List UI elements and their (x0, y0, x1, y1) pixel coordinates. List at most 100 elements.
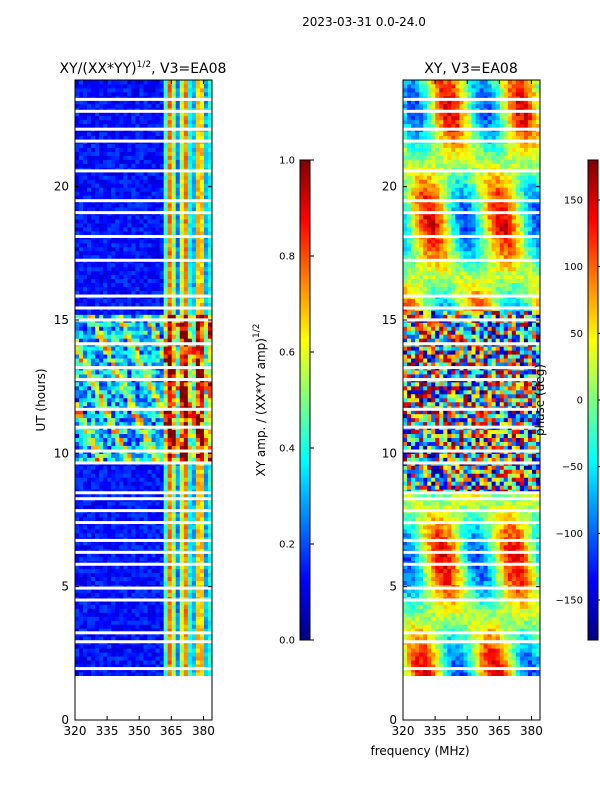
amplitude-heatmap-cell (123, 528, 128, 534)
amplitude-heatmap-cell (139, 624, 144, 629)
amplitude-heatmap-cell (159, 389, 165, 395)
amplitude-heatmap-cell (151, 568, 156, 574)
amplitude-heatmap-cell (147, 155, 152, 160)
amplitude-heatmap-cell (167, 302, 173, 307)
amplitude-heatmap-cell (195, 656, 201, 661)
amplitude-heatmap-cell (159, 624, 165, 629)
amplitude-heatmap-cell (87, 600, 92, 605)
amplitude-heatmap-cell (143, 477, 148, 482)
amplitude-heatmap-cell (139, 215, 144, 220)
amplitude-heatmap-cell (155, 397, 161, 403)
amplitude-heatmap-cell (139, 485, 144, 490)
amplitude-heatmap-cell (87, 310, 92, 315)
amplitude-heatmap-cell (151, 143, 156, 148)
amplitude-heatmap-cell (147, 183, 152, 188)
amplitude-heatmap-cell (171, 624, 177, 629)
amplitude-heatmap-cell (167, 187, 173, 192)
amplitude-heatmap-cell (183, 401, 189, 407)
amplitude-heatmap-cell (111, 421, 116, 427)
amplitude-heatmap-cell (179, 381, 185, 387)
amplitude-heatmap-cell (75, 481, 80, 486)
amplitude-heatmap-cell (87, 119, 92, 125)
amplitude-heatmap-cell (183, 469, 189, 474)
amplitude-heatmap-cell (203, 528, 209, 534)
amplitude-heatmap-cell (75, 413, 80, 419)
amplitude-heatmap-cell (199, 628, 205, 633)
amplitude-heatmap-cell (75, 445, 80, 450)
amplitude-heatmap-cell (119, 628, 124, 633)
amplitude-heatmap-cell (135, 302, 140, 307)
amplitude-heatmap-cell (195, 119, 201, 125)
amplitude-heatmap-cell (143, 310, 148, 315)
amplitude-heatmap-cell (175, 322, 181, 327)
amplitude-heatmap-cell (207, 298, 212, 303)
amplitude-heatmap-cell (123, 501, 128, 506)
amplitude-heatmap-cell (179, 409, 185, 415)
amplitude-heatmap-cell (159, 262, 165, 268)
amplitude-heatmap-cell (131, 664, 136, 669)
amplitude-heatmap-cell (123, 525, 128, 530)
amplitude-heatmap-cell (207, 286, 212, 291)
amplitude-heatmap-cell (139, 381, 144, 387)
amplitude-heatmap-cell (175, 330, 181, 335)
amplitude-heatmap-cell (103, 664, 108, 669)
amplitude-heatmap-cell (99, 576, 104, 582)
amplitude-heatmap-cell (127, 322, 132, 327)
amplitude-heatmap-cell (195, 370, 201, 375)
amplitude-heatmap-cell (87, 389, 92, 395)
amplitude-heatmap-cell (167, 278, 173, 284)
amplitude-heatmap-cell (207, 393, 212, 399)
amplitude-heatmap-cell (147, 664, 152, 669)
amplitude-heatmap-cell (131, 131, 136, 137)
amplitude-heatmap-cell (131, 580, 136, 586)
amplitude-heatmap-cell (179, 481, 185, 486)
amplitude-heatmap-cell (87, 123, 92, 129)
amplitude-heatmap-cell (75, 175, 80, 180)
amplitude-heatmap-cell (103, 540, 108, 546)
amplitude-heatmap-cell (203, 604, 209, 609)
amplitude-heatmap-cell (195, 421, 201, 427)
amplitude-heatmap-cell (203, 437, 209, 442)
amplitude-heatmap-cell (183, 477, 189, 482)
amplitude-heatmap-cell (167, 600, 173, 605)
amplitude-heatmap-cell (187, 572, 193, 578)
amplitude-heatmap-cell (195, 580, 201, 586)
amplitude-heatmap-cell (179, 513, 185, 518)
amplitude-heatmap-cell (179, 191, 185, 196)
amplitude-heatmap-cell (159, 143, 165, 148)
amplitude-heatmap-cell (107, 326, 112, 331)
amplitude-heatmap-cell (83, 608, 88, 613)
amplitude-heatmap-cell (131, 171, 136, 176)
amplitude-heatmap-cell (115, 528, 120, 534)
amplitude-heatmap-cell (87, 147, 92, 152)
amplitude-heatmap-cell (79, 302, 84, 307)
amplitude-heatmap-cell (91, 409, 96, 415)
amplitude-heatmap-cell (79, 171, 84, 176)
amplitude-heatmap-cell (95, 238, 100, 244)
amplitude-heatmap-cell (123, 600, 128, 605)
amplitude-heatmap-cell (99, 389, 104, 395)
amplitude-heatmap-cell (143, 227, 148, 232)
amplitude-heatmap-cell (195, 123, 201, 129)
amplitude-heatmap-cell (163, 282, 169, 288)
amplitude-heatmap-cell (95, 652, 100, 657)
amplitude-heatmap-cell (139, 580, 144, 586)
amplitude-heatmap-cell (199, 298, 205, 303)
amplitude-heatmap-cell (167, 246, 173, 252)
amplitude-heatmap-cell (195, 246, 201, 252)
amplitude-heatmap-cell (99, 612, 104, 617)
amplitude-heatmap-cell (79, 481, 84, 486)
amplitude-heatmap-cell (203, 457, 209, 462)
amplitude-heatmap-cell (155, 624, 161, 629)
amplitude-heatmap-cell (91, 151, 96, 156)
amplitude-heatmap-cell (163, 525, 169, 530)
amplitude-heatmap-cell (171, 576, 177, 582)
amplitude-heatmap-cell (179, 588, 185, 593)
amplitude-heatmap-cell (195, 540, 201, 546)
amplitude-heatmap-cell (83, 135, 88, 140)
amplitude-heatmap-cell (199, 624, 205, 629)
amplitude-heatmap-cell (143, 441, 148, 446)
amplitude-heatmap-cell (207, 163, 212, 168)
amplitude-heatmap-cell (163, 409, 169, 415)
amplitude-heatmap-cell (131, 493, 136, 498)
